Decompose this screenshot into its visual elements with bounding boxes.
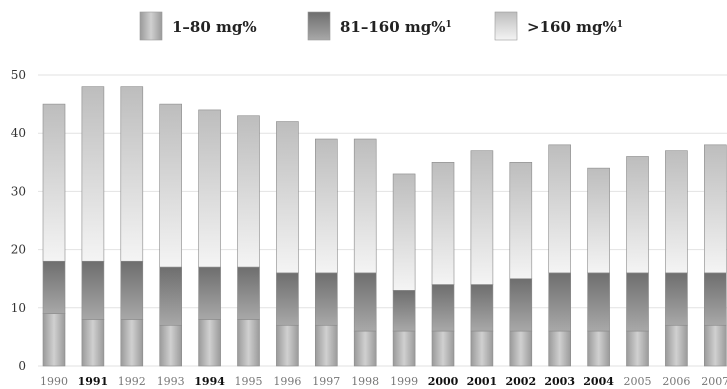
y-tick-label: 40 — [11, 126, 26, 140]
legend-label: 1–80 mg% — [172, 18, 257, 36]
bar-segment — [548, 272, 572, 332]
x-tick-label: 1994 — [194, 375, 225, 388]
x-tick-label: 1996 — [273, 375, 301, 388]
x-tick-label: 1993 — [157, 375, 185, 388]
bar-segment — [509, 278, 533, 332]
x-tick-label: 2005 — [624, 375, 652, 388]
x-tick-label: 2002 — [505, 375, 536, 388]
bar-segment — [587, 272, 610, 332]
x-tick-label: 2003 — [544, 375, 575, 388]
bar-segment — [665, 272, 688, 326]
legend: 1–80 mg% 81–160 mg%1 >160 mg%1 — [139, 11, 623, 41]
bar-segment — [509, 162, 533, 280]
bar-segment — [626, 330, 649, 367]
bar-segment — [237, 115, 260, 268]
bar-segment — [276, 324, 299, 367]
bar-segment — [392, 173, 416, 291]
bar-segment — [159, 103, 182, 268]
bar-segment — [626, 272, 649, 332]
bar-segment — [81, 319, 105, 367]
bar-segment — [509, 330, 533, 367]
bar-segment — [470, 284, 494, 332]
x-tick-label: 1997 — [312, 375, 340, 388]
bar-segment — [587, 167, 610, 274]
bar-segment — [120, 260, 144, 320]
bar-segment — [470, 150, 494, 285]
bar-segment — [703, 272, 727, 326]
bar-segment — [42, 260, 66, 314]
bar-segment — [198, 266, 221, 320]
bar-segment — [237, 319, 260, 367]
bar-segment — [81, 260, 105, 320]
bar-segment — [42, 313, 66, 367]
x-tick-label: 2006 — [662, 375, 690, 388]
bar-segment — [198, 319, 221, 367]
y-tick-label: 30 — [11, 184, 26, 198]
bar-segment — [665, 150, 688, 274]
x-tick-label: 1995 — [235, 375, 263, 388]
x-tick-label: 2007 — [701, 375, 727, 388]
bar-segment — [470, 330, 494, 367]
bar-segment — [431, 330, 455, 367]
bar-segment — [548, 144, 572, 274]
bar-segment — [314, 272, 338, 326]
bar-segment — [353, 272, 377, 332]
x-tick-label: 1998 — [351, 375, 379, 388]
y-axis: 0 10 20 30 40 50 — [11, 68, 26, 373]
x-tick-label: 1992 — [118, 375, 146, 388]
bar-segment — [314, 138, 338, 274]
legend-swatch — [494, 11, 518, 41]
bar-segment — [120, 319, 144, 367]
legend-label: 81–160 mg%1 — [340, 18, 452, 36]
x-tick-label: 1999 — [390, 375, 418, 388]
bar-segment — [431, 162, 455, 285]
bar-segment — [703, 324, 727, 367]
y-tick-label: 0 — [18, 359, 26, 373]
bar-segment — [42, 103, 66, 262]
bar-segment — [276, 121, 299, 274]
bar-segment — [665, 324, 688, 367]
bar-segment — [392, 330, 416, 367]
x-tick-label: 1990 — [40, 375, 68, 388]
bar-segment — [431, 284, 455, 332]
y-tick-label: 20 — [11, 243, 26, 257]
bar-segment — [353, 138, 377, 274]
bars — [42, 86, 727, 367]
bar-segment — [237, 266, 260, 320]
legend-swatch — [139, 11, 163, 41]
x-tick-label: 2000 — [428, 375, 459, 388]
legend-swatch — [307, 11, 331, 41]
bar-segment — [353, 330, 377, 367]
grid — [38, 74, 727, 367]
bar-segment — [392, 290, 416, 332]
legend-label: >160 mg%1 — [527, 18, 623, 36]
bar-segment — [626, 156, 649, 274]
bar-segment — [548, 330, 572, 367]
bar-segment — [314, 324, 338, 367]
bar-segment — [81, 86, 105, 262]
x-axis: 1990 1991 1992 1993 1994 1995 1996 1997 1998 1999… — [40, 375, 727, 388]
x-tick-label: 1991 — [78, 375, 109, 388]
bar-segment — [159, 266, 182, 326]
bar-segment — [587, 330, 610, 367]
bar-segment — [198, 109, 221, 268]
x-tick-label: 2001 — [467, 375, 498, 388]
x-tick-label: 2004 — [583, 375, 614, 388]
bar-segment — [159, 324, 182, 367]
bar-segment — [120, 86, 144, 262]
bar-segment — [276, 272, 299, 326]
bar-segment — [703, 144, 727, 274]
y-tick-label: 10 — [11, 301, 26, 315]
y-tick-label: 50 — [11, 68, 26, 82]
